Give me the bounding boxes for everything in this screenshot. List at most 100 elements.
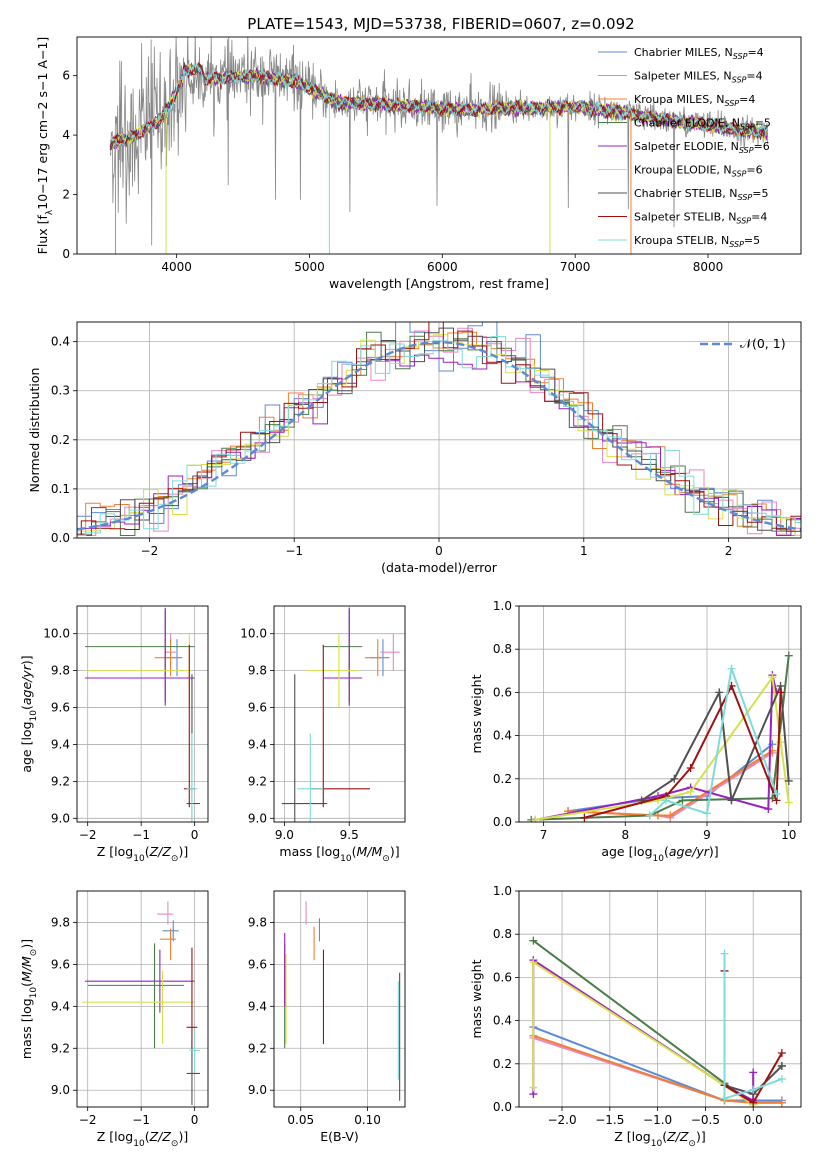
legend-value: =4: [739, 93, 755, 106]
axes-frame: [519, 891, 801, 1107]
y-axis-label: Normed distribution: [27, 368, 42, 493]
x-tick-label: 0.05: [287, 1113, 314, 1127]
legend-text: Chabrier STELIB, N: [634, 187, 738, 200]
weight-marker: [778, 1075, 786, 1083]
label-part: age/yr: [19, 664, 34, 705]
label-part: 10: [653, 854, 665, 864]
x-tick-label: −1: [132, 1113, 150, 1127]
y-tick-label: 9.0: [248, 811, 267, 825]
label-part: mass [log: [19, 998, 34, 1059]
legend-value: =6: [746, 164, 762, 177]
y-tick-label: 9.2: [51, 1041, 70, 1055]
label-part: ]: [35, 37, 50, 42]
x-tick-label: −2: [79, 1113, 97, 1127]
y-tick-label: 9.4: [248, 737, 267, 751]
point-salpeter-elodie: [85, 950, 195, 1013]
grid: [77, 891, 208, 1107]
point-salpeter-elodie: [323, 608, 362, 706]
legend-entry-kroupa-stelib: Kroupa STELIB, NSSP=5: [634, 234, 760, 249]
y-tick-label: 1.0: [493, 599, 512, 613]
legend-entry-salpeter-stelib: Salpeter STELIB, NSSP=4: [634, 211, 767, 226]
x-tick-label: −1.0: [643, 1113, 672, 1127]
label-part: )]: [709, 844, 719, 859]
y-tick-label: 0.2: [51, 433, 70, 447]
x-tick-label: 10: [781, 828, 796, 842]
legend-text: Salpeter MILES, N: [634, 70, 732, 83]
y-tick-label: 0.2: [493, 772, 512, 786]
legend-sub: SSP: [740, 123, 755, 132]
y-tick-label: 9.0: [248, 1083, 267, 1097]
label-part: )]: [390, 844, 400, 859]
weight-marker: [749, 1068, 757, 1076]
y-tick-label: 2: [62, 188, 70, 202]
x-tick-label: 6000: [427, 260, 458, 274]
y-tick-label: 0.4: [51, 335, 70, 349]
weight-marker: [721, 950, 729, 958]
plot-area: [63, 320, 819, 535]
y-tick-label: 6: [62, 69, 70, 83]
point-salpeter-elodie: [85, 608, 195, 706]
point-salpeter-stelib: [184, 645, 195, 807]
x-tick-label: 1: [580, 544, 588, 558]
axes-frame: [274, 891, 405, 1107]
series-kroupa-elodie: [529, 958, 757, 1109]
x-axis-label: age [log10(age/yr)]: [601, 844, 718, 864]
x-tick-label: 9.0: [275, 828, 294, 842]
y-tick-label: 0.0: [493, 815, 512, 829]
legend-value: =6: [754, 140, 770, 153]
legend-sub: SSP: [732, 76, 747, 85]
x-tick-label: −2.0: [547, 1113, 576, 1127]
x-axis-label: mass [log10(M/M⊙)]: [279, 844, 399, 864]
point-kroupa-elodie: [306, 634, 358, 708]
grid: [77, 606, 208, 822]
axes-frame: [519, 606, 801, 822]
legend-entry-salpeter-elodie: Salpeter ELODIE, NSSP=6: [634, 140, 770, 155]
point-salpeter-stelib: [310, 645, 370, 807]
x-tick-label: 0: [435, 544, 443, 558]
label-part: ⊙: [382, 854, 390, 864]
point-chabrier-stelib: [187, 674, 200, 914]
label-part: 10: [340, 854, 352, 864]
weight-line: [533, 941, 753, 1105]
y-tick-label: 0.4: [493, 729, 512, 743]
legend-text: Kroupa ELODIE, N: [634, 164, 732, 177]
x-tick-label: 0.0: [744, 1113, 763, 1127]
y-tick-label: 9.8: [51, 664, 70, 678]
y-tick-label: 0.6: [493, 970, 512, 984]
point-salpeter-stelib: [187, 948, 198, 1049]
legend-value: =4: [747, 46, 763, 59]
histogram-kroupa-stelib: [71, 337, 819, 536]
label-part: 10: [29, 710, 39, 722]
y-tick-label: 9.4: [51, 737, 70, 751]
legend-entry-salpeter-miles: Salpeter MILES, NSSP=4: [634, 70, 763, 85]
x-tick-label: −1: [132, 828, 150, 842]
label-part: Z/Z: [666, 1129, 689, 1144]
legend-entry-chabrier-elodie: Chabrier ELODIE, NSSP=5: [634, 117, 771, 132]
plot-area: [85, 608, 200, 914]
x-tick-label: 0: [191, 1113, 199, 1127]
legend-sub: SSP: [724, 99, 739, 108]
x-tick-label: 9.5: [340, 828, 359, 842]
figure-title: PLATE=1543, MJD=53738, FIBERID=0607, z=0…: [247, 15, 634, 33]
x-tick-label: 5000: [294, 260, 325, 274]
point-chabrier-stelib: [282, 674, 327, 914]
y-axis-label: mass weight: [469, 674, 484, 753]
legend: 𝒩(0, 1): [700, 336, 786, 351]
label-part: −1: [35, 42, 50, 60]
x-tick-label: 4000: [161, 260, 192, 274]
label-part: 10: [133, 1139, 145, 1149]
legend-entry-kroupa-elodie: Kroupa ELODIE, NSSP=6: [634, 164, 763, 179]
legend-sub: SSP: [733, 52, 748, 61]
y-tick-label: 9.8: [248, 915, 267, 929]
y-tick-label: 0.2: [493, 1057, 512, 1071]
x-tick-label: 0: [191, 828, 199, 842]
y-tick-label: 4: [62, 128, 70, 142]
label-part: 10: [133, 854, 145, 864]
